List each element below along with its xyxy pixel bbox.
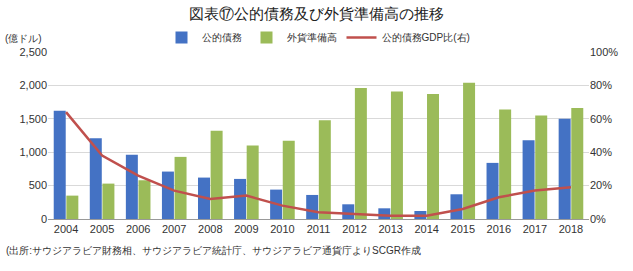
svg-text:20%: 20% xyxy=(590,179,612,191)
svg-text:2017: 2017 xyxy=(523,223,547,235)
svg-text:2016: 2016 xyxy=(487,223,511,235)
svg-text:1,500: 1,500 xyxy=(19,113,47,125)
svg-text:2015: 2015 xyxy=(451,223,475,235)
svg-text:(億ドル): (億ドル) xyxy=(5,33,42,44)
svg-text:2018: 2018 xyxy=(559,223,583,235)
svg-text:2007: 2007 xyxy=(162,223,186,235)
svg-text:80%: 80% xyxy=(590,79,612,91)
svg-text:2011: 2011 xyxy=(307,223,331,235)
svg-text:60%: 60% xyxy=(590,113,612,125)
svg-text:公的債務: 公的債務 xyxy=(202,32,242,43)
svg-text:外貨準備高: 外貨準備高 xyxy=(287,32,337,43)
svg-text:0%: 0% xyxy=(590,213,606,225)
svg-text:公的債務GDP比(右): 公的債務GDP比(右) xyxy=(382,32,470,43)
svg-text:2012: 2012 xyxy=(342,223,366,235)
svg-text:0: 0 xyxy=(41,213,47,225)
svg-text:2008: 2008 xyxy=(198,223,222,235)
svg-text:(出所:サウジアラビア財務相、サウジアラビア統計庁、サウジア: (出所:サウジアラビア財務相、サウジアラビア統計庁、サウジアラビア通貨庁よりSC… xyxy=(6,245,421,256)
svg-text:100%: 100% xyxy=(590,46,618,58)
svg-text:40%: 40% xyxy=(590,146,612,158)
svg-text:2014: 2014 xyxy=(414,223,438,235)
svg-text:2010: 2010 xyxy=(270,223,294,235)
svg-text:2013: 2013 xyxy=(378,223,402,235)
svg-text:図表⑰公的債務及び外貨準備高の推移: 図表⑰公的債務及び外貨準備高の推移 xyxy=(189,5,444,22)
svg-text:2009: 2009 xyxy=(234,223,258,235)
svg-text:2006: 2006 xyxy=(126,223,150,235)
svg-text:1,000: 1,000 xyxy=(19,146,47,158)
svg-text:2,000: 2,000 xyxy=(19,79,47,91)
svg-text:2,500: 2,500 xyxy=(19,46,47,58)
svg-text:500: 500 xyxy=(29,179,47,191)
svg-text:2004: 2004 xyxy=(54,223,78,235)
svg-text:2005: 2005 xyxy=(90,223,114,235)
